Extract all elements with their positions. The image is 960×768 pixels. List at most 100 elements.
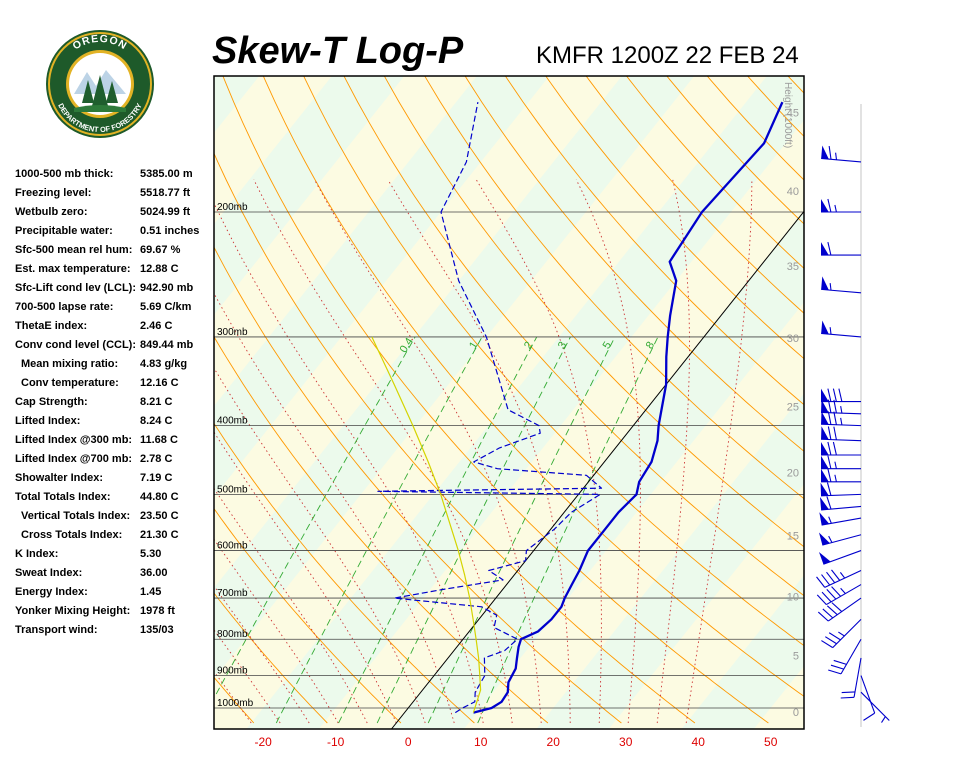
index-label: Lifted Index: <box>15 415 81 427</box>
dry-adiabat <box>545 76 804 360</box>
moist-adiabat <box>253 179 513 724</box>
moist-adiabat <box>314 179 542 724</box>
index-value: 849.44 mb <box>140 339 194 351</box>
wind-full-barb <box>833 426 837 440</box>
wind-barb <box>819 512 862 526</box>
mixing-ratio-line <box>338 336 538 724</box>
wind-staff <box>821 411 862 415</box>
isotherm-band <box>214 76 767 729</box>
wind-full-barb <box>826 496 832 510</box>
height-tick-label: 35 <box>787 261 799 273</box>
isotherm-band <box>214 76 332 224</box>
wind-half-barb <box>838 631 845 637</box>
x-tick-label: -20 <box>255 735 273 749</box>
plot-frame <box>213 75 805 730</box>
zero-isotherm <box>391 210 804 729</box>
pressure-label: 900mb <box>217 666 248 677</box>
wind-barb <box>821 455 861 470</box>
index-value: 36.00 <box>140 567 168 579</box>
index-value: 23.50 C <box>140 510 179 522</box>
index-value: 12.16 C <box>140 377 179 389</box>
wind-full-barb <box>828 669 842 675</box>
mixing-ratio-line <box>427 336 616 724</box>
height-tick-label: 40 <box>787 186 799 198</box>
isotherm-band <box>246 76 804 729</box>
index-value: 5.30 <box>140 548 162 560</box>
dry-adiabat <box>871 0 960 723</box>
index-label: Vertical Totals Index: <box>21 510 131 522</box>
index-label: Cap Strength: <box>15 396 88 408</box>
wind-full-barb <box>833 411 837 425</box>
wind-full-barb <box>827 198 832 213</box>
pressure-label: 300mb <box>217 327 248 338</box>
wind-barb <box>821 276 862 294</box>
height-tick-label: 25 <box>787 402 799 414</box>
height-tick-label: 5 <box>793 650 799 662</box>
index-label: Wetbulb zero: <box>15 206 88 218</box>
pressure-label: 700mb <box>217 588 248 599</box>
dry-adiabat <box>504 76 804 406</box>
wind-half-barb <box>835 152 838 160</box>
height-tick-label: 30 <box>787 333 799 345</box>
wind-staff <box>821 288 862 294</box>
wind-full-barb <box>827 441 832 456</box>
wind-full-barb <box>831 586 842 597</box>
x-tick-label: 40 <box>692 735 706 749</box>
wind-full-barb <box>816 594 827 605</box>
moist-adiabat <box>214 538 339 724</box>
isotherm-band <box>536 393 804 729</box>
wind-pennant <box>821 411 829 425</box>
index-value: 1.45 <box>140 586 162 598</box>
wind-full-barb <box>831 602 843 612</box>
isotherm-band <box>0 76 187 729</box>
dry-adiabat <box>343 76 804 597</box>
wind-pennant <box>821 242 829 256</box>
wind-half-barb <box>839 572 846 579</box>
index-label: Conv temperature: <box>21 377 119 389</box>
index-value: 8.21 C <box>140 396 173 408</box>
wind-full-barb <box>831 569 841 581</box>
wind-full-barb <box>841 691 856 694</box>
wind-full-barb <box>824 636 837 645</box>
index-value: 5024.99 ft <box>140 206 191 218</box>
dry-adiabat <box>464 76 804 452</box>
wind-barb <box>821 145 862 163</box>
mixing-ratio-line <box>477 336 659 724</box>
pressure-label: 1000mb <box>217 698 254 709</box>
wind-pennant <box>821 320 829 335</box>
index-value: 942.90 mb <box>140 282 194 294</box>
pressure-label: 800mb <box>217 629 248 640</box>
dry-adiabat <box>214 152 696 724</box>
index-value: 11.68 C <box>140 434 178 446</box>
wind-staff <box>832 618 862 649</box>
wind-staff <box>821 423 862 427</box>
wind-barb <box>820 496 862 511</box>
wind-barb <box>821 388 861 403</box>
index-value: 5385.00 m <box>140 168 193 180</box>
wind-full-barb <box>817 611 829 622</box>
index-label: Sfc-Lift cond lev (LCL): <box>15 282 136 294</box>
wind-staff <box>860 691 890 721</box>
wind-barb <box>860 675 876 721</box>
oregon-forestry-logo: OREGON DEPARTMENT OF FORESTRY <box>46 30 154 138</box>
index-label: 700-500 lapse rate: <box>15 301 114 313</box>
wind-half-barb <box>828 535 833 543</box>
index-value: 2.46 C <box>140 320 173 332</box>
wind-half-barb <box>829 327 832 335</box>
mixing-ratio-line <box>214 336 416 699</box>
mixing-ratio-line <box>376 336 571 724</box>
wind-half-barb <box>829 283 832 291</box>
isotherm-band <box>681 575 804 729</box>
wind-staff <box>853 657 862 698</box>
index-label: Energy Index: <box>15 586 88 598</box>
dry-adiabat <box>383 76 804 548</box>
wind-half-barb <box>828 516 832 524</box>
wind-full-barb <box>821 640 834 649</box>
wind-barb <box>828 638 862 675</box>
dry-adiabat <box>214 422 475 724</box>
index-label: Sfc-500 mean rel hum: <box>15 244 133 256</box>
x-tick-label: -10 <box>327 735 345 749</box>
wind-full-barb <box>826 482 832 496</box>
wind-barb <box>818 550 862 565</box>
